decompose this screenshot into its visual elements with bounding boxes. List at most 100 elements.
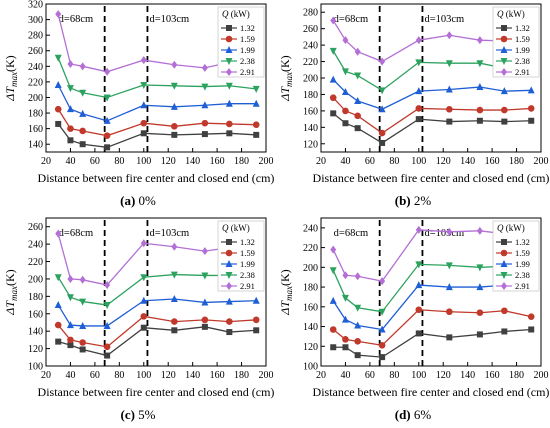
x-tick-label: 20 <box>316 156 326 167</box>
series-1-32 <box>330 110 535 146</box>
data-point <box>330 110 337 117</box>
data-point <box>54 301 62 309</box>
data-point <box>378 308 386 316</box>
y-tick-label: 240 <box>28 240 43 251</box>
data-point <box>476 264 484 272</box>
chart-panel-a: 140 160 180 200 220 240 260 280 300 320 20 40 60 80 10… <box>0 0 275 190</box>
y-tick-label: 200 <box>28 274 43 285</box>
data-point <box>501 328 508 335</box>
data-point <box>79 109 87 117</box>
caption-b-letter: (b) <box>394 193 411 208</box>
series-1-99 <box>329 75 535 113</box>
data-point <box>170 294 178 302</box>
data-point <box>253 327 260 334</box>
data-point <box>329 296 337 304</box>
chart-svg-a: 140 160 180 200 220 240 260 280 300 320 20 40 60 80 10… <box>3 0 274 185</box>
data-point <box>476 331 483 338</box>
legend-marker <box>225 46 233 53</box>
x-axis-label: Distance between fire center and closed … <box>313 385 550 399</box>
y-tick-label: 120 <box>303 139 318 150</box>
data-point <box>171 131 178 138</box>
legend-box <box>492 6 540 78</box>
y-tick-label: 220 <box>28 257 43 268</box>
data-point <box>55 120 62 127</box>
series-1-59 <box>329 94 535 137</box>
data-point <box>79 89 87 97</box>
caption-a: (a) 0% <box>18 193 258 209</box>
y-tick-label: 200 <box>303 263 318 274</box>
data-point <box>329 267 337 275</box>
legend-label: 1.32 <box>515 237 530 247</box>
legend-marker <box>225 260 233 267</box>
data-point <box>378 105 386 113</box>
data-point <box>79 321 87 329</box>
data-point <box>225 297 233 305</box>
y-tick-label: 220 <box>303 243 318 254</box>
data-point <box>415 281 423 289</box>
x-tick-label: 180 <box>234 370 249 381</box>
series-1-99 <box>54 81 260 124</box>
data-point <box>379 139 386 146</box>
legend-label: 2.91 <box>515 67 530 77</box>
chart-panel-c: 100 120 140 160 180 200 220 240 260 20 40 60 80 100 12… <box>0 214 275 404</box>
caption-b: (b) 2% <box>293 193 533 209</box>
legend-marker <box>501 25 507 31</box>
data-point <box>79 127 86 135</box>
legend-marker <box>225 249 233 257</box>
data-point <box>354 352 361 359</box>
data-point <box>79 346 86 353</box>
data-point <box>476 309 484 317</box>
data-point <box>342 107 349 115</box>
data-point <box>79 298 87 306</box>
x-tick-label: 140 <box>185 156 200 167</box>
y-tick-label: 100 <box>28 362 43 373</box>
data-point <box>140 130 147 137</box>
data-point <box>446 31 453 40</box>
data-point <box>79 141 86 148</box>
data-point <box>201 83 209 91</box>
data-point <box>476 36 483 45</box>
data-point <box>104 352 111 359</box>
data-point <box>330 344 337 351</box>
y-axis-label-sub: max <box>9 72 19 87</box>
data-point <box>54 54 62 62</box>
data-point <box>378 87 386 95</box>
data-point <box>171 122 178 130</box>
y-axis-label: ΔTmax(K) <box>3 55 19 101</box>
x-tick-label: 60 <box>90 370 100 381</box>
y-axis-label-unit: (K) <box>3 269 17 286</box>
y-axis-label: ΔTmax(K) <box>3 269 19 315</box>
data-point <box>171 327 178 334</box>
data-point <box>445 85 453 93</box>
caption-c: (c) 5% <box>18 407 258 423</box>
y-tick-label: 180 <box>303 90 318 101</box>
data-point <box>415 59 423 67</box>
data-point <box>415 87 423 95</box>
x-tick-label: 140 <box>460 370 475 381</box>
data-point <box>415 116 422 123</box>
data-point <box>415 105 423 112</box>
series-2-38 <box>54 54 260 102</box>
data-point <box>354 47 361 56</box>
legend-marker <box>501 68 507 76</box>
data-point <box>379 57 386 66</box>
series-1-59 <box>329 306 535 349</box>
y-tick-label: 140 <box>28 327 43 338</box>
y-tick-label: 140 <box>303 123 318 134</box>
x-tick-label: 200 <box>534 156 549 167</box>
y-axis-label-sub: max <box>9 286 19 301</box>
y-axis-label-sub: max <box>284 286 294 301</box>
data-point <box>103 116 111 124</box>
legend-label: 1.59 <box>240 34 255 44</box>
data-point <box>527 313 535 320</box>
series-line <box>57 84 257 122</box>
data-point <box>67 137 74 144</box>
legend-label: 2.91 <box>240 67 255 77</box>
legend-label: 1.59 <box>515 34 530 44</box>
x-tick-label: 40 <box>65 156 75 167</box>
data-point <box>445 283 453 291</box>
legend-label: 1.32 <box>240 23 255 33</box>
y-tick-label: 160 <box>28 124 43 135</box>
data-point <box>171 242 178 251</box>
series-line <box>332 79 532 110</box>
